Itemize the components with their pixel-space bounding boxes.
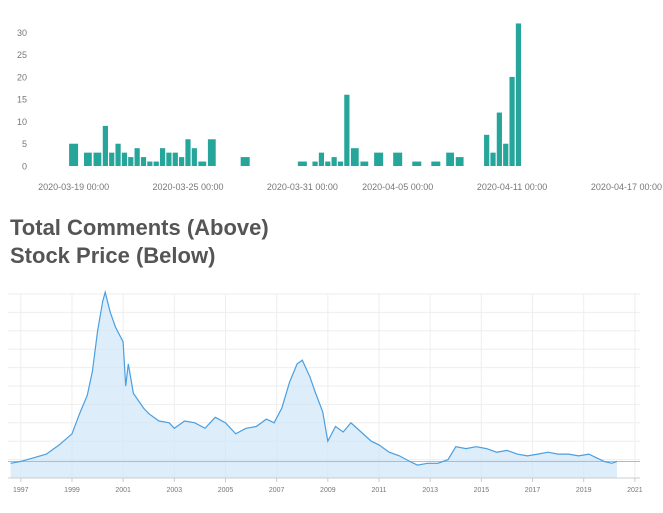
bar-22	[312, 161, 318, 166]
bar-9	[140, 157, 147, 166]
bar-8	[134, 148, 140, 166]
bar-36	[484, 134, 490, 166]
bar-19	[207, 139, 216, 166]
title-total-comments: Total Comments (Above)	[10, 215, 269, 240]
x-tick-label-7: 2011	[371, 487, 386, 494]
y-axis-tick-labels: 0 5 10 15 20 25 30	[17, 28, 27, 172]
bar-5	[115, 143, 121, 166]
bar-21	[297, 161, 307, 166]
bar-39	[503, 143, 509, 166]
bar-14	[172, 152, 178, 166]
x-tick-label-0: 1997	[13, 487, 29, 494]
bar-34	[446, 152, 455, 166]
x-tick-label-12: 2021	[627, 487, 643, 494]
bars	[69, 23, 522, 167]
y-tick-label-0: 0	[22, 162, 27, 172]
bar-10	[147, 161, 153, 166]
x-tick-label-3: 2020-04-05 00:00	[362, 182, 433, 192]
bar-31	[393, 152, 403, 166]
stock-price-area-chart: 1997 1999 2001 2003 2005 2007 2009 2011 2013 2015…	[8, 290, 643, 494]
bar-1	[83, 152, 92, 166]
bar-24	[325, 161, 331, 166]
bar-40	[509, 76, 515, 166]
bar-26	[337, 161, 344, 166]
bar-6	[121, 152, 128, 166]
bar-4	[109, 152, 115, 166]
bar-32	[412, 161, 422, 166]
y-tick-label-2: 10	[17, 117, 27, 127]
chart-titles: Total Comments (Above) Stock Price (Belo…	[10, 214, 269, 270]
bar-12	[159, 148, 166, 166]
bar-2	[93, 152, 102, 166]
bar-20	[240, 157, 250, 166]
bar-17	[191, 148, 197, 166]
x-tick-label-10: 2017	[525, 487, 541, 494]
x-tick-label-1: 1999	[64, 487, 80, 494]
bar-37	[490, 152, 496, 166]
bar-27	[344, 94, 350, 166]
x-tick-label-2: 2001	[115, 487, 131, 494]
bar-23	[318, 152, 325, 166]
bar-35	[455, 157, 464, 166]
bar-30	[374, 152, 384, 166]
bar-7	[128, 157, 134, 166]
x-tick-label-5: 2020-04-17 00:00	[591, 182, 662, 192]
bar-41	[515, 23, 522, 167]
y-tick-label-1: 5	[22, 139, 27, 149]
x-tick-label-4: 2005	[218, 487, 234, 494]
bar-25	[331, 157, 337, 166]
y-tick-label-6: 30	[17, 28, 27, 38]
x-tick-label-4: 2020-04-11 00:00	[477, 182, 547, 192]
y-tick-label-5: 25	[17, 50, 27, 60]
bar-18	[198, 161, 207, 166]
x-tick-label-2: 2020-03-31 00:00	[267, 182, 338, 192]
x-tick-label-9: 2015	[474, 487, 490, 494]
x-tick-label-5: 2007	[269, 487, 285, 494]
bar-29	[360, 161, 369, 166]
bar-28	[350, 148, 359, 166]
bar-33	[431, 161, 441, 166]
x-tick-label-6: 2009	[320, 487, 336, 494]
bar-0	[69, 143, 79, 166]
x-tick-label-3: 2003	[167, 487, 183, 494]
x-axis-tick-labels: 2020-03-19 00:00 2020-03-25 00:00 2020-03-…	[38, 182, 662, 192]
x-tick-label-1: 2020-03-25 00:00	[152, 182, 223, 192]
bar-11	[153, 161, 159, 166]
comments-bar-chart: 0 5 10 15 20 25 30 2020-03-19 00:00 2020-03-25 …	[17, 23, 662, 192]
bar-3	[102, 125, 108, 166]
bar-15	[179, 157, 185, 166]
x-tick-label-0: 2020-03-19 00:00	[38, 182, 109, 192]
x-axis-tick-labels: 1997 1999 2001 2003 2005 2007 2009 2011 2013 2015…	[13, 478, 643, 494]
bar-16	[185, 139, 191, 166]
series-line	[10, 290, 618, 466]
x-tick-label-11: 2019	[576, 487, 592, 494]
bar-13	[166, 152, 172, 166]
y-tick-label-4: 20	[17, 72, 27, 82]
area-fill	[10, 292, 618, 478]
x-tick-label-8: 2013	[422, 487, 438, 494]
bar-38	[496, 112, 502, 166]
y-tick-label-3: 15	[17, 95, 27, 105]
title-stock-price: Stock Price (Below)	[10, 243, 216, 268]
